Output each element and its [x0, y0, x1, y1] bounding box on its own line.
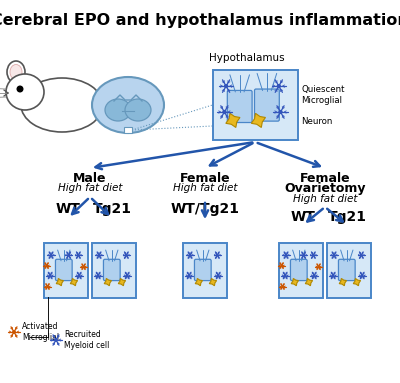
- Circle shape: [46, 265, 47, 266]
- Circle shape: [318, 266, 319, 267]
- Text: Female: Female: [300, 172, 350, 185]
- Circle shape: [225, 85, 228, 88]
- Circle shape: [68, 254, 69, 256]
- Circle shape: [281, 265, 282, 266]
- FancyBboxPatch shape: [44, 242, 88, 298]
- FancyBboxPatch shape: [290, 259, 307, 281]
- FancyBboxPatch shape: [227, 90, 252, 123]
- Text: WT: WT: [56, 202, 80, 216]
- Ellipse shape: [7, 61, 25, 83]
- Polygon shape: [118, 278, 126, 286]
- Text: High fat diet: High fat diet: [173, 183, 237, 193]
- Circle shape: [277, 85, 280, 88]
- Circle shape: [83, 266, 84, 267]
- Circle shape: [78, 254, 79, 256]
- Circle shape: [312, 254, 314, 256]
- Text: High fat diet: High fat diet: [58, 183, 122, 193]
- Circle shape: [333, 254, 335, 256]
- Circle shape: [216, 254, 218, 256]
- Circle shape: [303, 254, 304, 256]
- FancyBboxPatch shape: [183, 242, 227, 298]
- Circle shape: [50, 275, 51, 276]
- Text: Neuron: Neuron: [302, 116, 333, 126]
- Circle shape: [223, 111, 226, 113]
- Ellipse shape: [10, 64, 22, 80]
- Ellipse shape: [125, 99, 151, 121]
- Circle shape: [13, 331, 15, 333]
- Ellipse shape: [21, 78, 103, 132]
- Circle shape: [282, 286, 283, 287]
- Ellipse shape: [92, 77, 164, 133]
- Text: Tg21: Tg21: [92, 202, 132, 216]
- Text: Cerebral EPO and hypothalamus inflammation: Cerebral EPO and hypothalamus inflammati…: [0, 13, 400, 28]
- FancyBboxPatch shape: [338, 259, 355, 281]
- Circle shape: [55, 339, 57, 341]
- Text: Male: Male: [73, 172, 107, 185]
- Ellipse shape: [6, 74, 44, 110]
- Circle shape: [362, 275, 363, 276]
- Text: Hypothalamus: Hypothalamus: [209, 53, 284, 63]
- Polygon shape: [70, 278, 78, 286]
- Circle shape: [314, 275, 315, 276]
- Text: WT: WT: [290, 210, 316, 224]
- Text: Recruited
Myeloid cell: Recruited Myeloid cell: [64, 330, 109, 350]
- FancyBboxPatch shape: [254, 89, 279, 121]
- Text: Ovarietomy: Ovarietomy: [284, 182, 366, 195]
- Circle shape: [284, 275, 286, 276]
- Text: WT/Tg21: WT/Tg21: [170, 202, 240, 216]
- FancyBboxPatch shape: [56, 259, 72, 281]
- Polygon shape: [56, 278, 64, 286]
- Polygon shape: [195, 278, 202, 286]
- Circle shape: [218, 275, 219, 276]
- Circle shape: [188, 275, 190, 276]
- FancyBboxPatch shape: [124, 127, 132, 133]
- Circle shape: [47, 286, 48, 287]
- FancyBboxPatch shape: [279, 242, 323, 298]
- Circle shape: [17, 86, 23, 92]
- Text: Tg21: Tg21: [328, 210, 366, 224]
- Polygon shape: [209, 278, 216, 286]
- Polygon shape: [226, 113, 240, 128]
- FancyBboxPatch shape: [104, 259, 120, 281]
- FancyBboxPatch shape: [92, 242, 136, 298]
- Ellipse shape: [105, 99, 131, 121]
- Text: Activated
Microglial: Activated Microglial: [22, 322, 59, 342]
- Circle shape: [126, 254, 127, 256]
- Polygon shape: [291, 278, 298, 286]
- FancyBboxPatch shape: [194, 259, 211, 281]
- Circle shape: [78, 275, 80, 276]
- Circle shape: [98, 275, 99, 276]
- Circle shape: [126, 275, 128, 276]
- Polygon shape: [251, 113, 266, 128]
- Circle shape: [360, 254, 362, 256]
- Circle shape: [332, 275, 334, 276]
- Circle shape: [98, 254, 100, 256]
- Polygon shape: [305, 278, 312, 286]
- Circle shape: [189, 254, 191, 256]
- FancyBboxPatch shape: [212, 70, 298, 140]
- Circle shape: [285, 254, 287, 256]
- Circle shape: [279, 111, 282, 113]
- Text: Quiescent
Microglial: Quiescent Microglial: [302, 85, 345, 105]
- Polygon shape: [353, 278, 360, 286]
- Polygon shape: [104, 278, 112, 286]
- Text: Female: Female: [180, 172, 230, 185]
- Circle shape: [50, 254, 52, 256]
- FancyBboxPatch shape: [327, 242, 371, 298]
- Text: High fat diet: High fat diet: [293, 194, 357, 204]
- Polygon shape: [339, 278, 346, 286]
